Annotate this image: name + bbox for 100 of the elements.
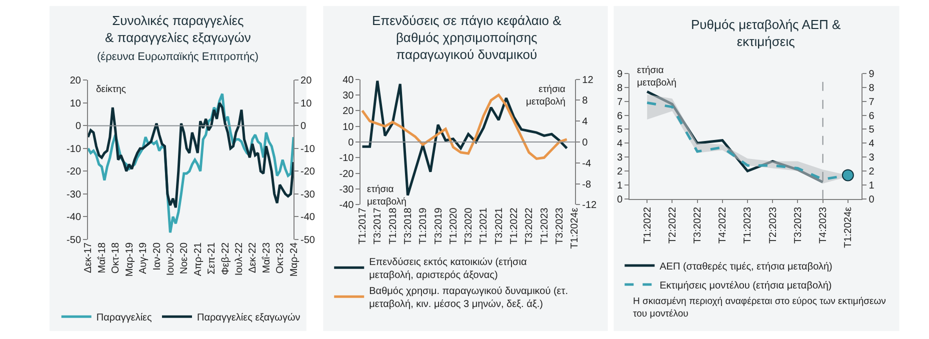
y2-tick-label: 2 [868,166,875,178]
y2-tick-label: -50 [300,234,316,246]
x-tick-label: T3:2018 [402,207,414,244]
line-series [361,80,568,197]
y-tick-label: 1 [616,180,623,192]
y2-tick-label: 3 [868,152,875,164]
y2-tick-label: 9 [868,68,875,80]
x-tick-label: T3:2017 [372,207,384,244]
x-tick-label: Απρ-21 [192,242,204,276]
x-tick-label: Μαρ-19 [124,242,136,277]
x-tick-label: T3:2021 [494,207,505,244]
y-tick-label: 6 [616,110,623,122]
x-tick-label: Δεκ-22 [248,242,259,273]
y-tick-label: 40 [342,74,354,86]
y-tick-label: 4 [616,138,623,150]
x-tick-label: T1:2022 [509,207,520,244]
x-tick-label: T3:2022 [524,207,536,244]
y-tick-label: -20 [66,166,82,178]
x-tick-label: Μαΐ-18 [96,242,108,274]
x-tick-label: T3:2020 [464,207,475,244]
y-tick-label: -40 [66,212,82,224]
y-tick-label: 0 [616,194,623,206]
y2-tick-label: 7 [868,96,875,108]
x-tick-label: T1:2023 [539,207,550,244]
x-tick-label: T4:2022 [718,206,729,244]
y2-tick-label: 6 [868,110,875,122]
y-tick-label: 10 [70,98,82,110]
x-tick-label: Οκτ-23 [275,242,286,274]
x-tick-label: T1:2021 [478,207,490,244]
y-tick-label: -30 [66,189,82,200]
y-tick-label: 0 [348,137,354,148]
x-tick-label: T3:2022 [692,206,704,244]
x-tick-label: Ιαν-20 [152,242,163,270]
y2-tick-label: 4 [582,116,588,128]
chart-title: Ρυθμός μεταβολής ΑΕΠ & εκτιμήσεις [691,17,842,49]
x-tick-label: T1:2024ε [843,206,854,248]
y2-tick-label: 1 [868,180,875,192]
y2-tick-label: -40 [300,212,316,224]
y-tick-label: 7 [616,96,623,108]
x-tick-label: T1:2019 [418,207,430,244]
legend-label: Εκτιμήσεις μοντέλου (ετήσια μεταβολή) [660,280,832,292]
y-tick-label: -50 [66,234,82,246]
y2-tick-label: -12 [582,200,598,212]
x-tick-label: T1:2022 [642,206,654,244]
x-tick-label: Ιουλ-22 [234,242,245,276]
y-tick-label: 10 [342,122,354,133]
legend-label: ΑΕΠ (σταθερές τιμές, ετήσια μεταβολή) [660,261,832,272]
y2-tick-label: 5 [868,124,875,136]
y-tick-label: -30 [339,184,354,196]
x-tick-label: Ιουν-20 [165,242,176,276]
y2-tick-label: 12 [582,74,594,86]
x-tick-label: Μαΐ-23 [261,242,272,274]
annotation: δείκτης [96,84,126,95]
y2-tick-label: -20 [300,166,316,178]
x-tick-label: Δεκ-17 [83,242,94,273]
x-tick-label: T2:2023 [768,206,779,244]
x-tick-label: T1:2018 [388,207,399,244]
y-tick-label: -20 [339,168,354,180]
x-tick-label: T3:2019 [433,207,444,244]
x-tick-label: Νοε-20 [179,242,190,274]
annotation: ετήσια μεταβολή [526,84,566,108]
x-tick-label: T1:2017 [358,207,369,244]
y2-tick-label: 4 [868,138,875,150]
x-tick-label: Αυγ-19 [138,242,150,274]
text: Η σκιασμένη περιοχή αναφέρεται στο εύρος των εκτιμήσεων του μοντέλου [633,296,886,320]
y2-tick-label: -8 [582,179,592,190]
legend-label: Βαθμός χρησιμ. παραγωγικού δυναμικού (ετ. μεταβολή, κιν. μέσος 3 μηνών, δεξ. άξ.) [369,286,568,310]
y2-tick-label: 8 [582,96,588,107]
y-tick-label: 30 [342,90,354,102]
y-tick-label: 5 [616,124,623,136]
x-tick-label: Σεπ-21 [206,242,218,274]
y-tick-label: 20 [70,76,82,87]
x-tick-label: T1:2024ε [570,207,581,249]
y2-tick-label: 20 [300,76,312,87]
line-series [88,102,294,209]
x-tick-label: Οκτ-18 [110,242,122,274]
y2-tick-label: 8 [868,82,875,94]
y2-tick-label: 10 [300,98,312,110]
y-tick-label: -40 [339,200,354,212]
y2-tick-label: 0 [582,137,588,148]
y-tick-label: 8 [616,82,623,94]
line-series [361,94,568,160]
legend-label: Παραγγελίες [96,312,152,324]
y2-tick-label: -4 [582,158,592,170]
x-tick-label: T1:2023 [742,206,754,244]
y2-tick-label: 0 [868,194,875,206]
y2-tick-label: -30 [300,189,316,200]
legend-label: Παραγγελίες εξαγωγών [196,312,300,324]
line-series [646,90,824,184]
y2-tick-label: -10 [300,144,316,155]
x-tick-label: T1:2020 [448,207,460,244]
y-tick-label: 9 [616,68,623,80]
y-tick-label: 20 [342,106,354,118]
x-tick-label: Φεβ-22 [220,242,232,276]
annotation: ετήσια μεταβολή [637,65,676,88]
x-tick-label: T2:2022 [667,206,678,244]
x-tick-label: T4:2023 [818,206,830,244]
chart-title: Επενδύσεις σε πάγιο κεφάλαιο & βαθμός χρησιμοποίησης παραγωγικού δυναμικού [372,13,562,62]
x-tick-label: T3:2023 [554,207,566,244]
y-tick-label: 2 [616,166,623,178]
